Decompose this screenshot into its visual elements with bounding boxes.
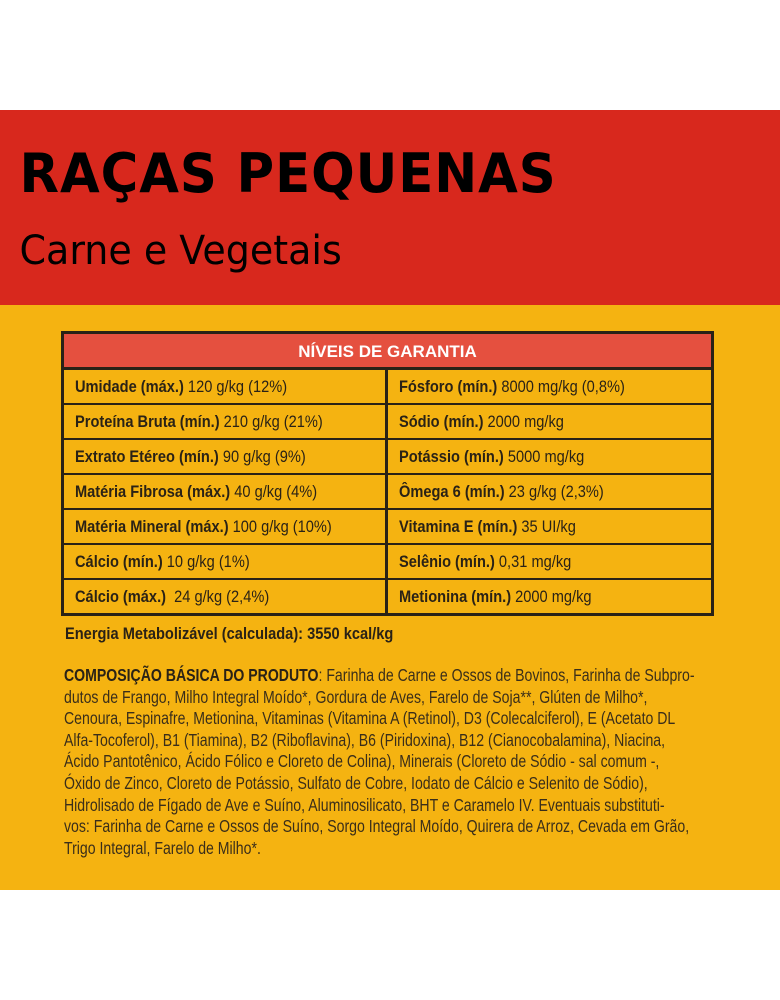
- nutrient-label: Extrato Etéreo (mín.): [75, 447, 219, 466]
- nutrient-label: Ômega 6 (mín.): [399, 482, 505, 501]
- energy-line: Energia Metabolizável (calculada): 3550 …: [65, 624, 394, 643]
- table-cell: Metionina (mín.) 2000 mg/kg: [388, 580, 711, 615]
- cell-content: Umidade (máx.) 120 g/kg (12%): [75, 370, 287, 403]
- product-subtitle: Carne e Vegetais: [19, 228, 342, 274]
- composition-label: COMPOSIÇÃO BÁSICA DO PRODUTO: [64, 665, 319, 685]
- composition-line: Cenoura, Espinafre, Metionina, Vitaminas…: [64, 708, 676, 729]
- composition-line: Óxido de Zinco, Cloreto de Potássio, Sul…: [64, 772, 648, 793]
- nutrient-value: 5000 mg/kg: [503, 447, 585, 466]
- cell-content: Matéria Mineral (máx.) 100 g/kg (10%): [75, 510, 332, 543]
- table-cell: Proteína Bruta (mín.) 210 g/kg (21%): [64, 405, 388, 438]
- nutrient-value: 10 g/kg (1%): [162, 552, 250, 571]
- composition-line: Trigo Integral, Farelo de Milho*.: [64, 837, 261, 858]
- cell-content: Extrato Etéreo (mín.) 90 g/kg (9%): [75, 440, 306, 473]
- nutrient-value: 2000 mg/kg: [511, 587, 592, 606]
- cell-content: Cálcio (máx.) 24 g/kg (2,4%): [75, 580, 269, 613]
- table-cell: Potássio (mín.) 5000 mg/kg: [388, 440, 711, 473]
- composition-text-segment: : Farinha de Carne e Ossos de Bovinos, F…: [318, 665, 695, 685]
- table-cell: Ômega 6 (mín.) 23 g/kg (2,3%): [388, 475, 711, 508]
- guarantee-table: NÍVEIS DE GARANTIA Umidade (máx.) 120 g/…: [61, 331, 714, 616]
- cell-content: Matéria Fibrosa (máx.) 40 g/kg (4%): [75, 475, 317, 508]
- nutrient-value: 35 UI/kg: [517, 517, 576, 536]
- table-row: Matéria Fibrosa (máx.) 40 g/kg (4%) Ômega…: [64, 475, 711, 510]
- nutrient-value: 120 g/kg (12%): [183, 377, 288, 396]
- nutrient-value: 90 g/kg (9%): [218, 447, 306, 466]
- table-row: Proteína Bruta (mín.) 210 g/kg (21%) Sódi…: [64, 405, 711, 440]
- table-header: NÍVEIS DE GARANTIA: [64, 334, 711, 370]
- table-cell: Umidade (máx.) 120 g/kg (12%): [64, 370, 388, 403]
- composition-line: dutos de Frango, Milho Integral Moído*, …: [64, 686, 648, 707]
- cell-content: Sódio (mín.) 2000 mg/kg: [399, 405, 564, 438]
- nutrient-value: 23 g/kg (2,3%): [504, 482, 604, 501]
- cell-content: Metionina (mín.) 2000 mg/kg: [399, 580, 592, 613]
- nutrient-value: 8000 mg/kg (0,8%): [497, 377, 625, 396]
- nutrient-label: Proteína Bruta (mín.): [75, 412, 220, 431]
- table-row: Extrato Etéreo (mín.) 90 g/kg (9%) Potáss…: [64, 440, 711, 475]
- table-cell: Vitamina E (mín.) 35 UI/kg: [388, 510, 711, 543]
- cell-content: Selênio (mín.) 0,31 mg/kg: [399, 545, 571, 578]
- cell-content: Potássio (mín.) 5000 mg/kg: [399, 440, 584, 473]
- nutrient-label: Matéria Fibrosa (máx.): [75, 482, 231, 501]
- nutrient-label: Metionina (mín.): [399, 587, 512, 606]
- table-cell: Cálcio (mín.) 10 g/kg (1%): [64, 545, 388, 578]
- nutrient-label: Matéria Mineral (máx.): [75, 517, 229, 536]
- composition-line: COMPOSIÇÃO BÁSICA DO PRODUTO: Farinha de…: [64, 665, 695, 687]
- nutrient-label: Vitamina E (mín.): [399, 517, 518, 536]
- nutrient-label: Umidade (máx.): [75, 377, 184, 396]
- table-cell: Fósforo (mín.) 8000 mg/kg (0,8%): [388, 370, 711, 403]
- nutrient-value: 2000 mg/kg: [483, 412, 564, 431]
- nutrient-label: Selênio (mín.): [399, 552, 495, 571]
- table-row: Umidade (máx.) 120 g/kg (12%) Fósforo (mí…: [64, 370, 711, 405]
- table-cell: Sódio (mín.) 2000 mg/kg: [388, 405, 711, 438]
- cell-content: Cálcio (mín.) 10 g/kg (1%): [75, 545, 250, 578]
- nutrient-label: Potássio (mín.): [399, 447, 504, 466]
- composition-line: Alfa-Tocoferol), B1 (Tiamina), B2 (Ribof…: [64, 729, 666, 750]
- title-band: [0, 110, 780, 305]
- composition-line: Hidrolisado de Fígado de Ave e Suíno, Al…: [64, 794, 665, 815]
- table-cell: Cálcio (máx.) 24 g/kg (2,4%): [64, 580, 388, 615]
- table-cell: Selênio (mín.) 0,31 mg/kg: [388, 545, 711, 578]
- table-cell: Extrato Etéreo (mín.) 90 g/kg (9%): [64, 440, 388, 473]
- nutrient-value: 40 g/kg (4%): [230, 482, 318, 501]
- cell-content: Ômega 6 (mín.) 23 g/kg (2,3%): [399, 475, 604, 508]
- nutrient-value: 100 g/kg (10%): [228, 517, 332, 536]
- table-row: Cálcio (mín.) 10 g/kg (1%) Selênio (mín.)…: [64, 545, 711, 580]
- table-cell: Matéria Mineral (máx.) 100 g/kg (10%): [64, 510, 388, 543]
- nutrient-value: 210 g/kg (21%): [219, 412, 323, 431]
- table-row: Cálcio (máx.) 24 g/kg (2,4%) Metionina (m…: [64, 580, 711, 615]
- composition-text: COMPOSIÇÃO BÁSICA DO PRODUTO: Farinha de…: [64, 665, 695, 859]
- table-row: Matéria Mineral (máx.) 100 g/kg (10%) Vit…: [64, 510, 711, 545]
- composition-line: vos: Farinha de Carne e Ossos de Suíno, …: [64, 816, 690, 837]
- cell-content: Fósforo (mín.) 8000 mg/kg (0,8%): [399, 370, 625, 403]
- composition-line: Ácido Pantotênico, Ácido Fólico e Cloret…: [64, 751, 660, 772]
- nutrient-value: 24 g/kg (2,4%): [165, 587, 270, 606]
- nutrient-value: 0,31 mg/kg: [494, 552, 572, 571]
- nutrient-label: Cálcio (mín.): [75, 552, 163, 571]
- cell-content: Proteína Bruta (mín.) 210 g/kg (21%): [75, 405, 323, 438]
- nutrient-label: Cálcio (máx.): [75, 587, 166, 606]
- cell-content: Vitamina E (mín.) 35 UI/kg: [399, 510, 576, 543]
- product-title: RAÇAS PEQUENAS: [19, 142, 557, 205]
- table-cell: Matéria Fibrosa (máx.) 40 g/kg (4%): [64, 475, 388, 508]
- nutrient-label: Fósforo (mín.): [399, 377, 498, 396]
- nutrient-label: Sódio (mín.): [399, 412, 484, 431]
